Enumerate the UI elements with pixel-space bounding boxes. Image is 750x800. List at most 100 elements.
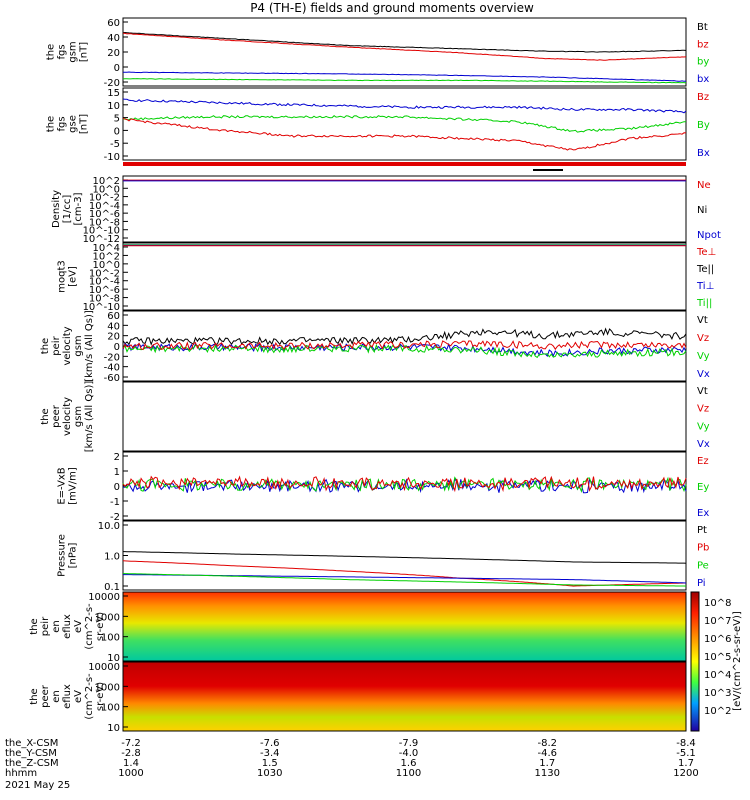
legend-entry: Ti⊥: [696, 281, 714, 292]
ylabel-line: [km/s (All Qs)]: [84, 310, 95, 382]
ytick-label: 10: [107, 653, 120, 664]
ylabel-peir_velocity: the peir velocity gsm [km/s (All Qs)]: [40, 310, 95, 382]
colorbar-label: [eV/(cm^2-s-sr-eV)]: [732, 611, 743, 711]
ytick-label: 60: [107, 311, 120, 322]
ylabel-line: velocity: [62, 397, 73, 436]
ylabel-line: eV: [73, 620, 84, 633]
legend-entry: Ez: [697, 456, 709, 467]
ytick-label: -60: [104, 373, 120, 384]
ytick-label: 10.0: [98, 521, 120, 532]
frame-fgs_gse: [122, 87, 687, 161]
ylabel-line: moqt3: [57, 260, 68, 293]
axis-value: -4.6: [537, 748, 557, 759]
ytick-label: 10^-2: [89, 193, 120, 204]
ytick-label: 40: [107, 321, 120, 332]
ytick-label: -5: [110, 139, 120, 150]
ylabel-temp: moqt3 [eV]: [57, 260, 79, 293]
ylabel-line: eflux: [62, 684, 73, 709]
series-fgs_gse-red: [122, 117, 687, 151]
axis-value: -2.8: [121, 748, 141, 759]
series-fgs_gsm-black: [122, 31, 687, 53]
legend-entry: Bt: [697, 22, 708, 33]
ylabel-line: en: [51, 620, 62, 633]
series-pressure-black: [123, 551, 687, 564]
legend-entry: Vt: [697, 315, 708, 326]
ylabel-fgs_gsm: the fgs gsm [nT]: [46, 41, 90, 62]
axis-value: -7.2: [121, 738, 141, 749]
frame-pressure: [122, 520, 687, 591]
frame-peer_eflux: [122, 661, 687, 732]
ytick-label: 100: [101, 703, 120, 714]
date-label: 2021 May 25: [5, 780, 70, 791]
panel-peer_velocity: the peer velocity gsm [km/s (All Qs)] Vt Vz Vy V…: [40, 381, 710, 453]
legend-entry: Vx: [697, 369, 710, 380]
ytick-label: 60: [107, 18, 120, 29]
legend-entry: Vx: [697, 439, 710, 450]
legend-entry: Te⊥: [696, 247, 716, 258]
legend-entry: Ti||: [696, 298, 712, 309]
ytick-label: 10^-10: [83, 226, 120, 237]
axis-value: 1.4: [123, 758, 139, 769]
frame-temp: [122, 242, 687, 311]
ylabel-line: velocity: [62, 326, 73, 365]
series-fgs_gsm-blue: [122, 71, 687, 82]
ylabel-fgs_gse: the fgs gse [nT]: [46, 114, 90, 134]
panel-pressure: 10.0 1.0 0.1 Pressure [nPa] Pt Pb Pe Pi: [57, 520, 709, 593]
heatmap-peir_eflux: [123, 592, 686, 661]
ylabel-line: fgs: [57, 44, 68, 59]
ytick-label: 1.0: [104, 552, 120, 563]
ylabel-line: [eV]: [68, 266, 79, 287]
ylabel-peer_eflux: the peer en eflux eV (cm^2-s-sr-eV): [29, 673, 106, 720]
bottom-axis: the_X-CSM -7.2 -7.6 -7.9 -8.2 -8.4 the_Y-CSM -2…: [5, 738, 699, 791]
panel-density: 10^210^010^-210^-410^-610^-810^-1010^-12…: [51, 175, 721, 245]
ytick-label: 10^0: [93, 260, 120, 271]
ytick-label: 20: [107, 48, 120, 59]
legend-entry: Pi: [697, 578, 706, 589]
ylabel-line: E=-VxB: [57, 467, 68, 504]
ylabel-line: [km/s (All Qs)]: [84, 381, 95, 453]
ylabel-line: sr-eV): [95, 612, 106, 641]
ytick-label: 0: [114, 63, 120, 74]
axis-value: -8.4: [676, 738, 696, 749]
axis-value: 1130: [535, 768, 560, 779]
series-pressure-red: [122, 560, 686, 587]
ytick-label: 10^2: [93, 176, 120, 187]
ylabel-line: [1/cc]: [62, 195, 73, 224]
series-peir_velocity-green: [122, 343, 687, 359]
ytick-label: 10^-2: [89, 268, 120, 279]
panel-efield: 2 1 0 -1 -2 E=-VxB [mV/m] Ez Ey Ex: [57, 451, 709, 523]
status-bar-mark: [533, 169, 563, 171]
ytick-label: 1000: [95, 612, 120, 623]
axis-value: 1100: [396, 768, 421, 779]
legend-entry: Te||: [696, 264, 714, 275]
ylabel-line: gsm: [73, 335, 84, 356]
series-pressure-green: [122, 573, 687, 587]
ytick-label: 10^-8: [89, 294, 120, 305]
ylabel-line: (cm^2-s-: [84, 603, 95, 650]
axis-value: -3.4: [260, 748, 280, 759]
ylabel-line: eV: [73, 690, 84, 703]
ytick-label: 10^2: [93, 251, 120, 262]
ylabel-line: [nT]: [79, 114, 90, 134]
ylabel-line: the: [40, 408, 51, 424]
series-fgs_gsm-red: [122, 32, 687, 61]
ytick-label: 0.1: [104, 582, 120, 593]
colorbar-tick: 10^6: [704, 634, 731, 645]
ytick-label: 10^-4: [89, 277, 120, 288]
series-fgs_gsm-green: [122, 78, 687, 84]
colorbar: 10^8 10^7 10^6 10^5 10^4 10^3 10^2[eV/(cm^2-s-…: [690, 591, 743, 732]
figure-title: P4 (TH-E) fields and ground moments over…: [250, 1, 534, 15]
ylabel-line: the: [46, 44, 57, 60]
axis-value: -7.6: [260, 738, 280, 749]
ylabel-line: gsm: [73, 406, 84, 427]
ylabel-density: Density [1/cc] [cm-3]: [51, 190, 84, 228]
legend-entry: Bx: [697, 148, 710, 159]
ylabel-line: peir: [51, 335, 62, 355]
ytick-label: 10^-6: [89, 209, 120, 220]
ylabel-line: sr-eV): [95, 682, 106, 711]
colorbar-tick: 10^4: [704, 670, 731, 681]
